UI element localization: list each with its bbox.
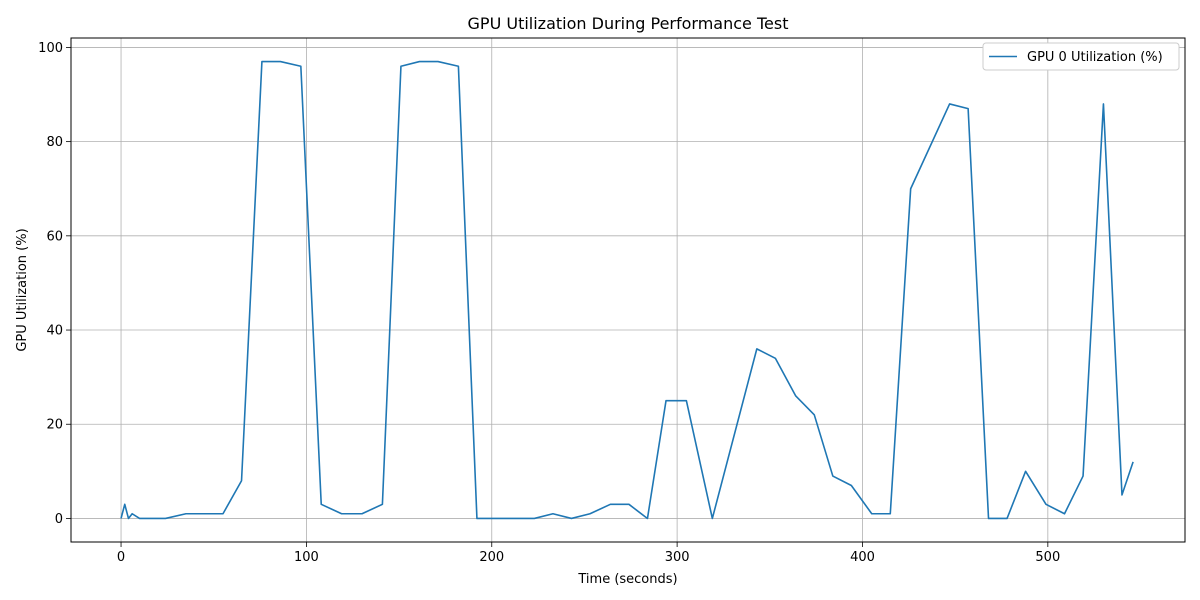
x-tick-label: 400 — [850, 550, 875, 565]
plot-frame — [70, 37, 1186, 543]
x-tick-label: 500 — [1035, 550, 1060, 565]
x-tick-label: 100 — [294, 550, 319, 565]
y-tick-label: 80 — [46, 135, 63, 150]
x-tick-label: 200 — [479, 550, 504, 565]
x-tick-label: 0 — [117, 550, 125, 565]
legend: GPU 0 Utilization (%) — [982, 42, 1180, 71]
legend-label-gpu-0: GPU 0 Utilization (%) — [1027, 50, 1163, 65]
series-layer — [120, 60, 1134, 520]
y-tick-label: 0 — [55, 512, 63, 527]
y-tick-label: 60 — [46, 229, 63, 244]
x-tick-label: 300 — [665, 550, 690, 565]
ticks: 0 100 200 300 400 500 0 20 40 60 80 100 — [38, 41, 1060, 565]
y-axis-label: GPU Utilization (%) — [15, 228, 30, 351]
chart-title: GPU Utilization During Performance Test — [468, 14, 789, 33]
legend-box — [982, 42, 1180, 71]
series-line-gpu-0 — [120, 60, 1134, 520]
y-tick-label: 100 — [38, 41, 63, 56]
x-axis-label: Time (seconds) — [577, 572, 677, 587]
y-tick-label: 40 — [46, 324, 63, 339]
y-tick-label: 20 — [46, 418, 63, 433]
